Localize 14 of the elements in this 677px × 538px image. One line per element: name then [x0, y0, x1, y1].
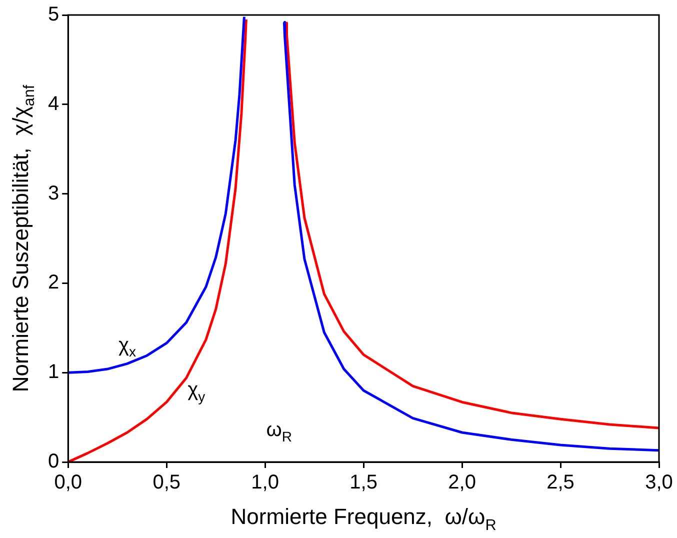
- y-tick-label: 4: [48, 92, 60, 115]
- x-tick-label: 1,5: [350, 472, 378, 494]
- x-tick-label: 0,0: [54, 472, 82, 494]
- x-tick-label: 2,0: [448, 472, 476, 494]
- y-tick-label: 2: [48, 272, 60, 294]
- y-tick-label: 3: [48, 182, 60, 204]
- y-tick-label: 5: [48, 4, 60, 26]
- y-axis-title: Normierte Suszeptibilität, χ/χanf: [8, 84, 38, 392]
- x-tick-label: 1,0: [251, 472, 279, 494]
- x-tick-label: 3,0: [645, 472, 673, 494]
- y-tick-label: 0: [48, 450, 60, 473]
- x-tick-label: 0,5: [152, 472, 181, 494]
- x-tick-label: 2,5: [546, 472, 574, 494]
- y-tick-label: 1: [48, 361, 60, 384]
